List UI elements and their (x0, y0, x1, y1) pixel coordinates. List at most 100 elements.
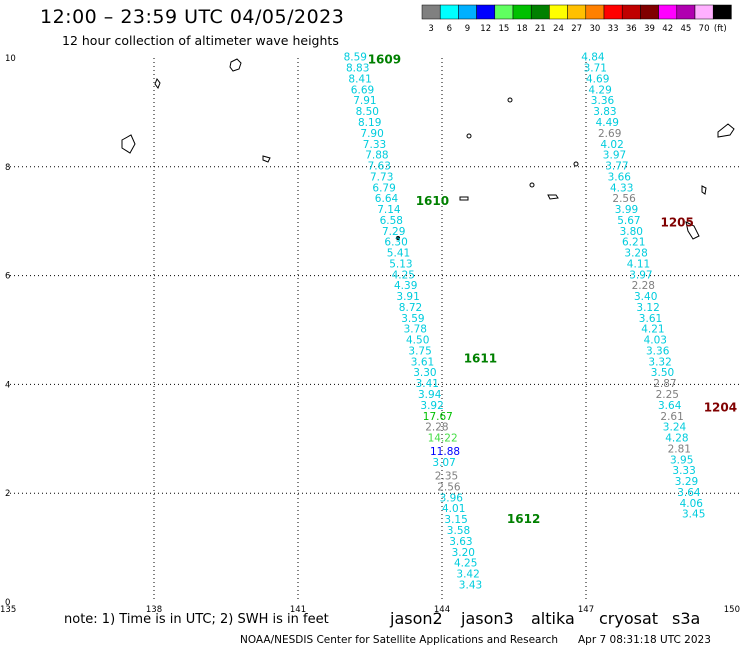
swh-value: 3.64 (658, 400, 682, 412)
colorbar-label: 21 (535, 24, 546, 34)
swh-value: 2.69 (598, 128, 621, 140)
colorbar-swatch (658, 4, 678, 20)
swh-value: 7.33 (363, 139, 386, 151)
colorbar-label: 6 (447, 24, 452, 34)
swh-value: 3.15 (444, 514, 467, 526)
swh-value: 4.33 (610, 182, 633, 194)
colorbar-swatch (585, 4, 605, 20)
chart-subtitle: 12 hour collection of altimeter wave hei… (62, 33, 339, 48)
swh-value: 3.83 (593, 106, 616, 118)
swh-value: 3.24 (663, 422, 687, 434)
x-tick-label: 135 (0, 605, 16, 615)
pass-number: 1610 (416, 194, 449, 208)
island-outline (547, 194, 559, 200)
colorbar-swatch (640, 4, 659, 20)
swh-value: 8.83 (346, 63, 369, 75)
swh-value: 3.07 (432, 457, 455, 469)
pass-number: 1612 (507, 512, 540, 526)
swh-value: 4.69 (586, 73, 609, 85)
island-outline (459, 196, 469, 201)
swh-value: 3.50 (651, 367, 674, 379)
swh-value: 7.73 (370, 171, 393, 183)
swh-value: 3.95 (670, 454, 693, 466)
pass-number: 1204 (704, 401, 737, 415)
colorbar-swatch (621, 4, 641, 20)
swh-value: 2.25 (656, 389, 679, 401)
colorbar-swatch (458, 4, 477, 20)
pass-number: 1611 (464, 352, 497, 366)
colorbar-label: 15 (498, 24, 509, 34)
swh-value: 3.78 (404, 324, 427, 336)
colorbar-label: 12 (480, 24, 491, 34)
swh-value: 2.87 (653, 378, 676, 390)
y-tick-label: 10 (5, 54, 16, 64)
swh-value: 3.36 (591, 95, 615, 107)
swh-value: 6.79 (372, 182, 395, 194)
swh-value: 4.06 (680, 498, 704, 510)
swh-value: 4.25 (454, 558, 477, 570)
legend-jason3: jason3 (461, 609, 514, 628)
swh-value: 2.61 (660, 411, 683, 423)
swh-value: 6.58 (380, 215, 403, 227)
colorbar-label: 33 (608, 24, 619, 34)
swh-value: 3.64 (677, 487, 701, 499)
swh-value: 3.30 (413, 367, 436, 379)
swh-value: 2.81 (668, 443, 691, 455)
swh-value: 7.91 (353, 95, 376, 107)
island-outline (121, 134, 136, 154)
island-outline (507, 97, 513, 103)
swh-value: 3.97 (603, 150, 626, 162)
swh-value: 3.97 (629, 269, 652, 281)
swh-value: 3.63 (449, 536, 472, 548)
swh-value: 3.99 (615, 204, 638, 216)
swh-value: 3.36 (646, 345, 670, 357)
colorbar-swatch (421, 4, 441, 20)
swh-value: 6.64 (375, 193, 399, 205)
swh-value: 3.91 (396, 291, 419, 303)
swh-value: 3.33 (672, 465, 695, 477)
swh-value: 3.80 (620, 226, 643, 238)
swh-value: 8.41 (348, 73, 371, 85)
swh-value: 7.63 (368, 161, 391, 173)
colorbar-label: 39 (644, 24, 655, 34)
swh-value: 2.35 (435, 471, 458, 483)
swh-value: 3.75 (408, 345, 431, 357)
swh-value: 2.56 (437, 481, 461, 493)
swh-value: 6.30 (384, 237, 407, 249)
pass-labels: 1609 1610 1611 1612 1205 1204 (368, 52, 737, 526)
swh-value: 8.72 (399, 302, 422, 314)
colorbar-label: 42 (662, 24, 673, 34)
swh-value: 14.22 (428, 433, 458, 445)
y-tick-label: 8 (5, 163, 10, 173)
colorbar-label: 9 (465, 24, 470, 34)
x-tick-label: 150 (724, 605, 740, 615)
colorbar-label: 36 (626, 24, 637, 34)
swh-value: 4.02 (600, 139, 623, 151)
legend-altika: altika (531, 609, 575, 628)
colorbar-swatch (549, 4, 568, 20)
y-tick-label: 4 (5, 380, 10, 390)
island-outline (154, 77, 161, 90)
x-tick-label: 138 (146, 605, 162, 615)
pass-number: 1609 (368, 52, 401, 66)
swh-value: 3.20 (452, 547, 475, 559)
swh-value: 5.13 (389, 258, 412, 270)
swh-value: 3.29 (675, 476, 698, 488)
swh-value: 3.77 (605, 161, 628, 173)
swh-value: 2.28 (425, 422, 448, 434)
swh-value: 4.49 (596, 117, 619, 129)
generated-timestamp: Apr 7 08:31:18 UTC 2023 (578, 634, 711, 646)
swh-value: 6.69 (351, 84, 374, 96)
colorbar-label: (ft) (714, 24, 727, 34)
swh-value: 3.96 (440, 492, 464, 504)
swh-value: 3.92 (420, 400, 443, 412)
swh-value: 7.88 (365, 150, 388, 162)
swh-value: 3.71 (584, 63, 607, 75)
legend-jason2: jason2 (390, 609, 443, 628)
swh-value: 4.28 (665, 433, 688, 445)
chart-title: 12:00 – 23:59 UTC 04/05/2023 (40, 6, 345, 28)
legend-cryosat: cryosat (599, 609, 659, 628)
swh-value: 3.61 (411, 356, 434, 368)
colorbar: 3 6 9 12 15 18 21 24 27 30 33 36 39 42 45 70 (ft) (421, 4, 732, 34)
island-outline (229, 58, 242, 72)
